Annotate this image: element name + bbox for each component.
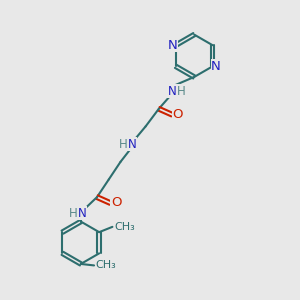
Text: CH₃: CH₃ xyxy=(95,260,116,270)
Text: H: H xyxy=(68,207,77,220)
Text: N: N xyxy=(168,85,176,98)
Text: O: O xyxy=(111,196,122,209)
Text: O: O xyxy=(173,108,183,121)
Text: N: N xyxy=(128,138,137,151)
Text: H: H xyxy=(118,138,127,151)
Text: N: N xyxy=(211,60,221,73)
Text: H: H xyxy=(177,85,186,98)
Text: N: N xyxy=(78,207,87,220)
Text: N: N xyxy=(167,39,177,52)
Text: CH₃: CH₃ xyxy=(114,222,135,232)
